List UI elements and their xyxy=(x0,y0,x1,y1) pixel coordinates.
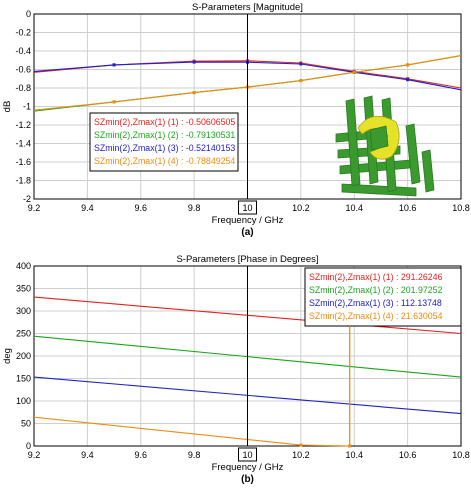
chart-b-xtick-label: 9.2 xyxy=(28,450,41,460)
chart-b-xtick-label: 9.6 xyxy=(134,450,147,460)
chart-b-ytick-label: 150 xyxy=(16,374,31,384)
chart-b-ytick-label: 200 xyxy=(16,351,31,361)
chart-a-ytick-label: -0.8 xyxy=(15,83,31,93)
chart-a-legend-entry-4: SZmin(2),Zmax(1) (4) : -0.78849254 xyxy=(94,156,235,166)
chart-a-legend-entry-1: SZmin(2),Zmax(1) (1) : -0.50606505 xyxy=(94,117,235,127)
chart-a-ytick-label: -1.6 xyxy=(15,157,31,167)
chart-a-ytick-label: -0.2 xyxy=(15,28,31,38)
chart-b-marker-xlabel-box xyxy=(238,447,257,462)
chart-a-ytick-label: -1.2 xyxy=(15,120,31,130)
chart-a-series-4-line xyxy=(33,55,462,111)
chart-b-xtick-label: 10.4 xyxy=(345,450,363,460)
chart-a-legend-entry-2: SZmin(2),Zmax(1) (2) : -0.79130531 xyxy=(94,130,235,140)
structure-side-fin xyxy=(421,149,435,193)
structure-inner-patch xyxy=(369,125,389,151)
chart-b-ytick-label: 250 xyxy=(16,329,31,339)
chart-b-legend-entry-1: SZmin(2),Zmax(1) (1) : 291.26246 xyxy=(309,272,443,282)
chart-b-ytick-label: 400 xyxy=(16,261,31,271)
chart-a-legend-box xyxy=(89,112,239,172)
chart-b-ytick-label: 0 xyxy=(26,441,31,451)
chart-a-ylabel: dB xyxy=(2,101,13,113)
chart-b-series-4-point xyxy=(299,443,303,447)
chart-a-ytick-label: -0.4 xyxy=(15,46,31,56)
chart-b-xlabel: Frequency / GHz xyxy=(212,462,284,473)
chart-b-legend-entry-4: SZmin(2),Zmax(1) (4) : 21.630054 xyxy=(309,311,443,321)
chart-a-series-4-point xyxy=(352,70,356,74)
chart-b-xtick-label: 10.2 xyxy=(292,450,310,460)
chart-a-ytick-label: 0 xyxy=(26,9,31,19)
chart-a-series-3-line xyxy=(33,61,462,91)
chart-b-legend-entry-3: SZmin(2),Zmax(1) (3) : 112.13748 xyxy=(309,298,442,308)
chart-a-series-3-point xyxy=(299,62,303,66)
structure-post-4 xyxy=(405,123,421,185)
chart-a-marker-xlabel-box xyxy=(238,200,257,215)
chart-b-xtick-label: 10.6 xyxy=(399,450,417,460)
chart-b-ytick-label: 50 xyxy=(21,419,31,429)
chart-b-title: S-Parameters [Phase in Degrees] xyxy=(176,254,318,265)
chart-a-series-3-point xyxy=(112,63,116,67)
chart-a-xtick-label: 10.4 xyxy=(345,203,363,213)
chart-a-ytick-label: -1.4 xyxy=(15,139,31,149)
chart-b-caption: (b) xyxy=(241,474,254,485)
chart-b-xtick-label: 10.8 xyxy=(452,450,470,460)
chart-b-ytick-label: 300 xyxy=(16,306,31,316)
chart-a-series-4-point xyxy=(299,79,303,83)
structure-illustration xyxy=(335,95,435,197)
chart-a-xtick-label: 10.2 xyxy=(292,203,310,213)
chart-b-ytick-label: 350 xyxy=(16,284,31,294)
chart-a-ytick-label: -1 xyxy=(23,102,31,112)
chart-a-ytick-label: -0.6 xyxy=(15,65,31,75)
chart-b-ytick-label: 100 xyxy=(16,396,31,406)
chart-b-legend-entry-2: SZmin(2),Zmax(1) (2) : 201.97252 xyxy=(309,285,443,295)
chart-a-series-4-point xyxy=(192,91,196,95)
chart-a-series-4-point xyxy=(406,63,410,67)
chart-a-xtick-label: 10.8 xyxy=(452,203,470,213)
chart-b-xtick-label: 9.4 xyxy=(81,450,94,460)
chart-a-ytick-label: -1.8 xyxy=(15,176,31,186)
chart-a-caption: (a) xyxy=(241,227,253,238)
chart-a-xtick-label: 10 xyxy=(242,203,252,213)
chart-a-xlabel: Frequency / GHz xyxy=(212,215,284,226)
chart-a-xtick-label: 9.8 xyxy=(188,203,201,213)
chart-a-series-3-point xyxy=(192,60,196,64)
chart-a-xtick-label: 9.2 xyxy=(28,203,41,213)
chart-a-xtick-label: 10.6 xyxy=(399,203,417,213)
chart-a-series-3-point xyxy=(406,78,410,82)
chart-b-xtick-label: 9.8 xyxy=(188,450,201,460)
chart-a-xtick-label: 9.4 xyxy=(81,203,94,213)
chart-a-xtick-label: 9.6 xyxy=(134,203,147,213)
chart-b-legend-box xyxy=(304,267,462,327)
chart-a-series-4-point xyxy=(112,100,116,104)
chart-a-ytick-label: -2 xyxy=(23,194,31,204)
chart-b-ylabel: deg xyxy=(2,348,13,364)
structure-post-1 xyxy=(345,98,361,187)
chart-a-legend-entry-3: SZmin(2),Zmax(1) (3) : -0.52140153 xyxy=(94,143,235,153)
chart-b-xtick-label: 10 xyxy=(242,450,252,460)
chart-a-title: S-Parameters [Magnitude] xyxy=(192,2,303,13)
